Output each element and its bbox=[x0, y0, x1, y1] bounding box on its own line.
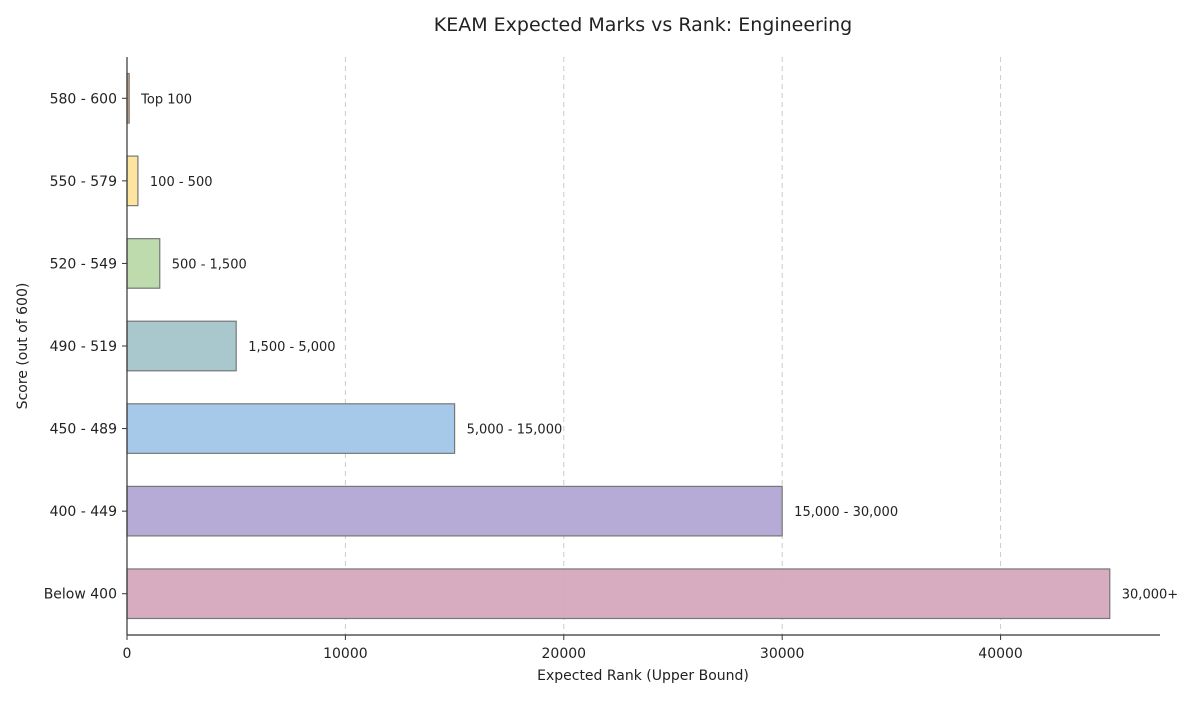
x-tick-label: 0 bbox=[123, 646, 132, 662]
bars: Top 100 100 - 500 500 - 1,500 1,500 - 5,000… bbox=[126, 72, 1178, 620]
y-tick-label: 450 - 489 bbox=[50, 422, 117, 438]
x-axis-label: Expected Rank (Upper Bound) bbox=[537, 668, 749, 684]
bar bbox=[126, 403, 456, 454]
bar bbox=[126, 568, 1111, 620]
y-tick-label: 490 - 519 bbox=[50, 339, 117, 355]
data-label: 500 - 1,500 bbox=[172, 257, 247, 272]
data-label: Top 100 bbox=[140, 92, 192, 107]
y-axis-label: Score (out of 600) bbox=[15, 283, 31, 410]
y-tick-label: 400 - 449 bbox=[50, 504, 117, 520]
chart-title: KEAM Expected Marks vs Rank: Engineering bbox=[434, 14, 852, 36]
x-tick-label: 10000 bbox=[323, 646, 368, 662]
bar bbox=[126, 155, 139, 207]
data-label: 1,500 - 5,000 bbox=[248, 340, 335, 355]
x-tick-label: 20000 bbox=[542, 646, 587, 662]
bar bbox=[126, 485, 783, 537]
grid bbox=[344, 57, 1002, 635]
y-tick-label: 550 - 579 bbox=[50, 174, 117, 190]
x-tick-label: 30000 bbox=[760, 646, 805, 662]
data-label: 30,000+ bbox=[1122, 588, 1178, 603]
data-label: 5,000 - 15,000 bbox=[467, 423, 563, 438]
data-label: 15,000 - 30,000 bbox=[794, 505, 898, 520]
axes: 0 10000 20000 30000 40000 580 - 600 550 - 579 5… bbox=[44, 57, 1160, 662]
x-tick-label: 40000 bbox=[978, 646, 1023, 662]
data-label: 100 - 500 bbox=[150, 175, 213, 190]
y-tick-label: 580 - 600 bbox=[50, 91, 117, 107]
y-tick-label: Below 400 bbox=[44, 587, 117, 603]
bar bbox=[126, 320, 237, 372]
y-tick-label: 520 - 549 bbox=[50, 256, 117, 272]
bar bbox=[126, 238, 161, 289]
